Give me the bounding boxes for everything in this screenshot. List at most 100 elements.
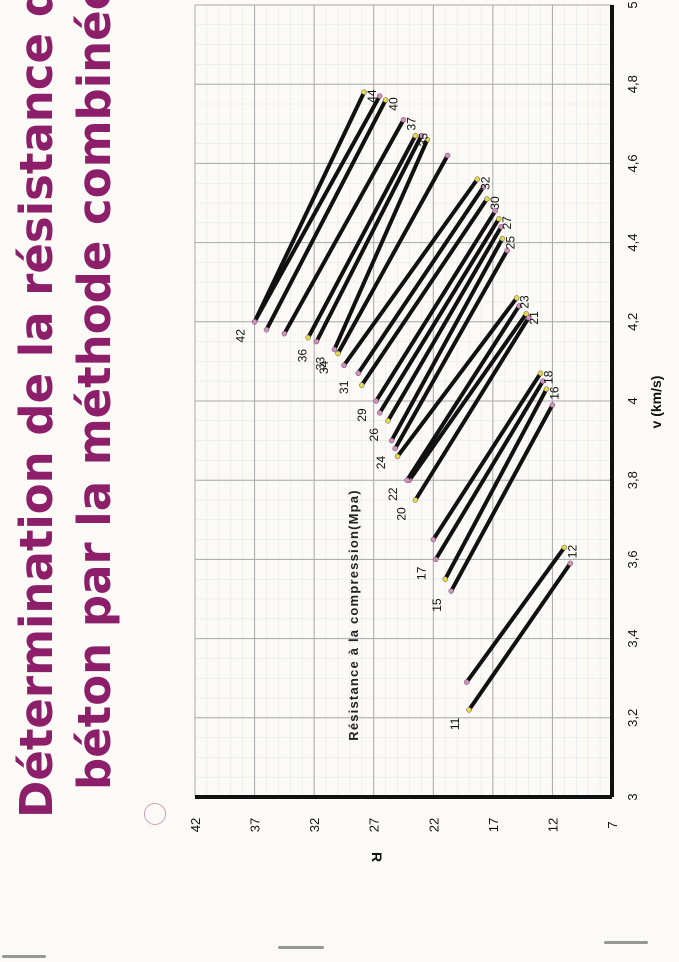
series-label: 37 — [405, 117, 419, 131]
series-line-42 — [252, 94, 382, 324]
r-axis-title: R — [369, 852, 385, 862]
series-start-marker — [432, 556, 439, 563]
series-start-marker — [404, 477, 410, 483]
series-end-marker — [499, 235, 506, 242]
r-tick-label: 27 — [367, 818, 382, 832]
series-start-marker — [388, 437, 395, 444]
series-start-marker — [331, 346, 338, 353]
series-end-marker — [549, 402, 556, 408]
series-end-marker — [361, 89, 367, 95]
series-start-marker — [305, 334, 311, 341]
compression-annotation: Résistance à la compression(Mpa) — [346, 489, 361, 741]
series-start-marker — [385, 418, 391, 424]
series-start-marker — [463, 679, 470, 685]
series-line-30 — [359, 197, 489, 388]
series-label: 15 — [430, 598, 444, 612]
series-start-marker — [281, 330, 288, 337]
series-label: 40 — [387, 97, 401, 111]
series-line-21 — [407, 311, 529, 483]
series-line-44 — [252, 90, 367, 324]
series-end-marker — [504, 247, 510, 254]
series-end-marker — [513, 295, 520, 301]
series-label: 31 — [337, 380, 351, 394]
series-label: 35 — [416, 133, 430, 147]
series-label: 34 — [317, 360, 331, 374]
series-line-37 — [282, 117, 406, 336]
series-line-34 — [335, 153, 450, 356]
series-end-marker — [492, 208, 498, 214]
series-end-marker — [382, 97, 389, 103]
series-label: 26 — [367, 428, 381, 442]
series-line-24 — [393, 248, 510, 451]
series-line-17 — [433, 379, 545, 562]
series-line-40 — [264, 98, 388, 332]
series-label: 17 — [415, 566, 429, 580]
series-end-marker — [418, 132, 425, 139]
series-start-marker — [335, 350, 341, 357]
series-end-marker — [567, 560, 574, 567]
series-end-marker — [480, 184, 487, 190]
series-label: 42 — [234, 329, 248, 343]
series-line-18 — [431, 371, 543, 542]
series-end-marker — [376, 93, 383, 99]
r-tick-label: 37 — [248, 818, 263, 832]
binder-mark-right — [604, 941, 648, 944]
series-start-marker — [430, 536, 437, 543]
series-start-marker — [394, 453, 401, 460]
v-tick-label: 4,2 — [625, 313, 640, 331]
series-start-marker — [442, 576, 448, 582]
series-line-31 — [356, 185, 486, 376]
series-start-marker — [448, 588, 454, 594]
series-end-marker — [561, 544, 568, 551]
series-line-35 — [306, 133, 418, 340]
v-tick-label: 4,8 — [625, 75, 640, 93]
series-end-marker — [516, 303, 522, 309]
series-line-16 — [443, 387, 549, 582]
series-end-marker — [540, 378, 546, 384]
series-start-marker — [341, 362, 347, 369]
series-start-marker — [392, 445, 398, 452]
series-line-11 — [467, 561, 573, 712]
v-tick-label: 4,4 — [625, 234, 640, 252]
series-label: 16 — [547, 386, 561, 400]
series-line-23 — [395, 296, 519, 459]
series-start-marker — [251, 319, 258, 325]
series-end-marker — [498, 224, 504, 230]
r-tick-label: 12 — [545, 818, 560, 832]
series-label: 36 — [296, 349, 310, 363]
series-line-32 — [341, 177, 480, 368]
series-line-20 — [413, 315, 531, 502]
binder-mark-corner — [2, 955, 46, 958]
series-label: 20 — [394, 507, 408, 521]
series-end-marker — [424, 136, 431, 143]
series-line-27 — [377, 216, 501, 415]
series-label: 29 — [355, 408, 369, 422]
v-tick-label: 4 — [625, 397, 640, 404]
series-label: 11 — [448, 717, 462, 730]
r-tick-label: 22 — [426, 818, 441, 832]
series-label: 18 — [542, 370, 556, 384]
v-tick-label: 3,2 — [625, 709, 640, 727]
series-label: 27 — [500, 216, 514, 230]
series-end-marker — [444, 152, 451, 159]
r-tick-label: 7 — [605, 821, 620, 828]
series-end-marker — [523, 311, 529, 317]
series-label: 24 — [374, 456, 388, 470]
series-label: 44 — [365, 89, 379, 103]
series-end-marker — [412, 132, 419, 139]
series-label: 22 — [386, 487, 400, 501]
series-end-marker — [525, 315, 532, 321]
series-label: 32 — [478, 176, 492, 190]
series-start-marker — [263, 326, 270, 333]
v-tick-label: 3 — [625, 793, 640, 800]
series-end-marker — [496, 216, 502, 222]
series-label: 23 — [518, 295, 532, 309]
series-label: 12 — [565, 545, 579, 559]
series-start-marker — [466, 707, 472, 713]
series-line-29 — [374, 208, 498, 403]
decorative-circle — [144, 803, 166, 825]
series-end-marker — [537, 370, 544, 377]
r-tick-label: 42 — [188, 818, 203, 832]
series-start-marker — [373, 398, 379, 404]
